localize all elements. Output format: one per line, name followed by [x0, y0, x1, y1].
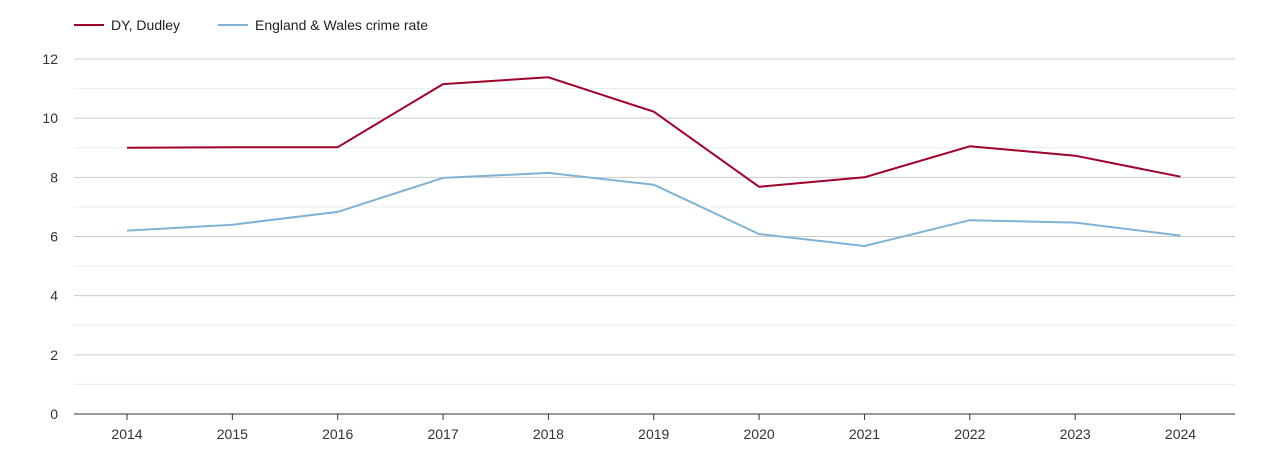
grid-lines: [74, 58, 1235, 385]
y-tick-label: 8: [50, 169, 58, 185]
y-tick-label: 2: [50, 347, 58, 363]
x-tick-label: 2020: [744, 426, 775, 442]
y-tick-label: 6: [50, 229, 58, 245]
legend[interactable]: DY, Dudley England & Wales crime rate: [74, 17, 428, 33]
legend-label: DY, Dudley: [111, 17, 180, 33]
legend-label: England & Wales crime rate: [255, 17, 428, 33]
x-tick-label: 2023: [1060, 426, 1091, 442]
y-tick-labels: 0 2 4 6 8 10 12: [42, 51, 58, 422]
x-tick-label: 2015: [217, 426, 248, 442]
x-tick-label: 2024: [1165, 426, 1196, 442]
x-tick-label: 2017: [427, 426, 458, 442]
x-tick-label: 2018: [533, 426, 564, 442]
x-tick-label: 2019: [638, 426, 669, 442]
y-tick-label: 10: [42, 110, 58, 126]
y-tick-label: 0: [50, 406, 58, 422]
x-tick-label: 2022: [954, 426, 985, 442]
x-tick-labels: 2014 2015 2016 2017 2018 2019 2020 2021 2022 2023…: [111, 414, 1196, 442]
y-tick-label: 4: [50, 288, 58, 304]
y-tick-label: 12: [42, 51, 58, 67]
x-tick-label: 2016: [322, 426, 353, 442]
series-line-england-wales-crime-rate: [126, 171, 1181, 247]
x-tick-label: 2014: [111, 426, 142, 442]
series-line-dy-dudley: [126, 76, 1181, 188]
legend-item-england-wales-crime-rate[interactable]: England & Wales crime rate: [218, 17, 428, 33]
legend-item-dy-dudley[interactable]: DY, Dudley: [74, 17, 180, 33]
x-tick-label: 2021: [849, 426, 880, 442]
series-lines: [126, 76, 1181, 247]
